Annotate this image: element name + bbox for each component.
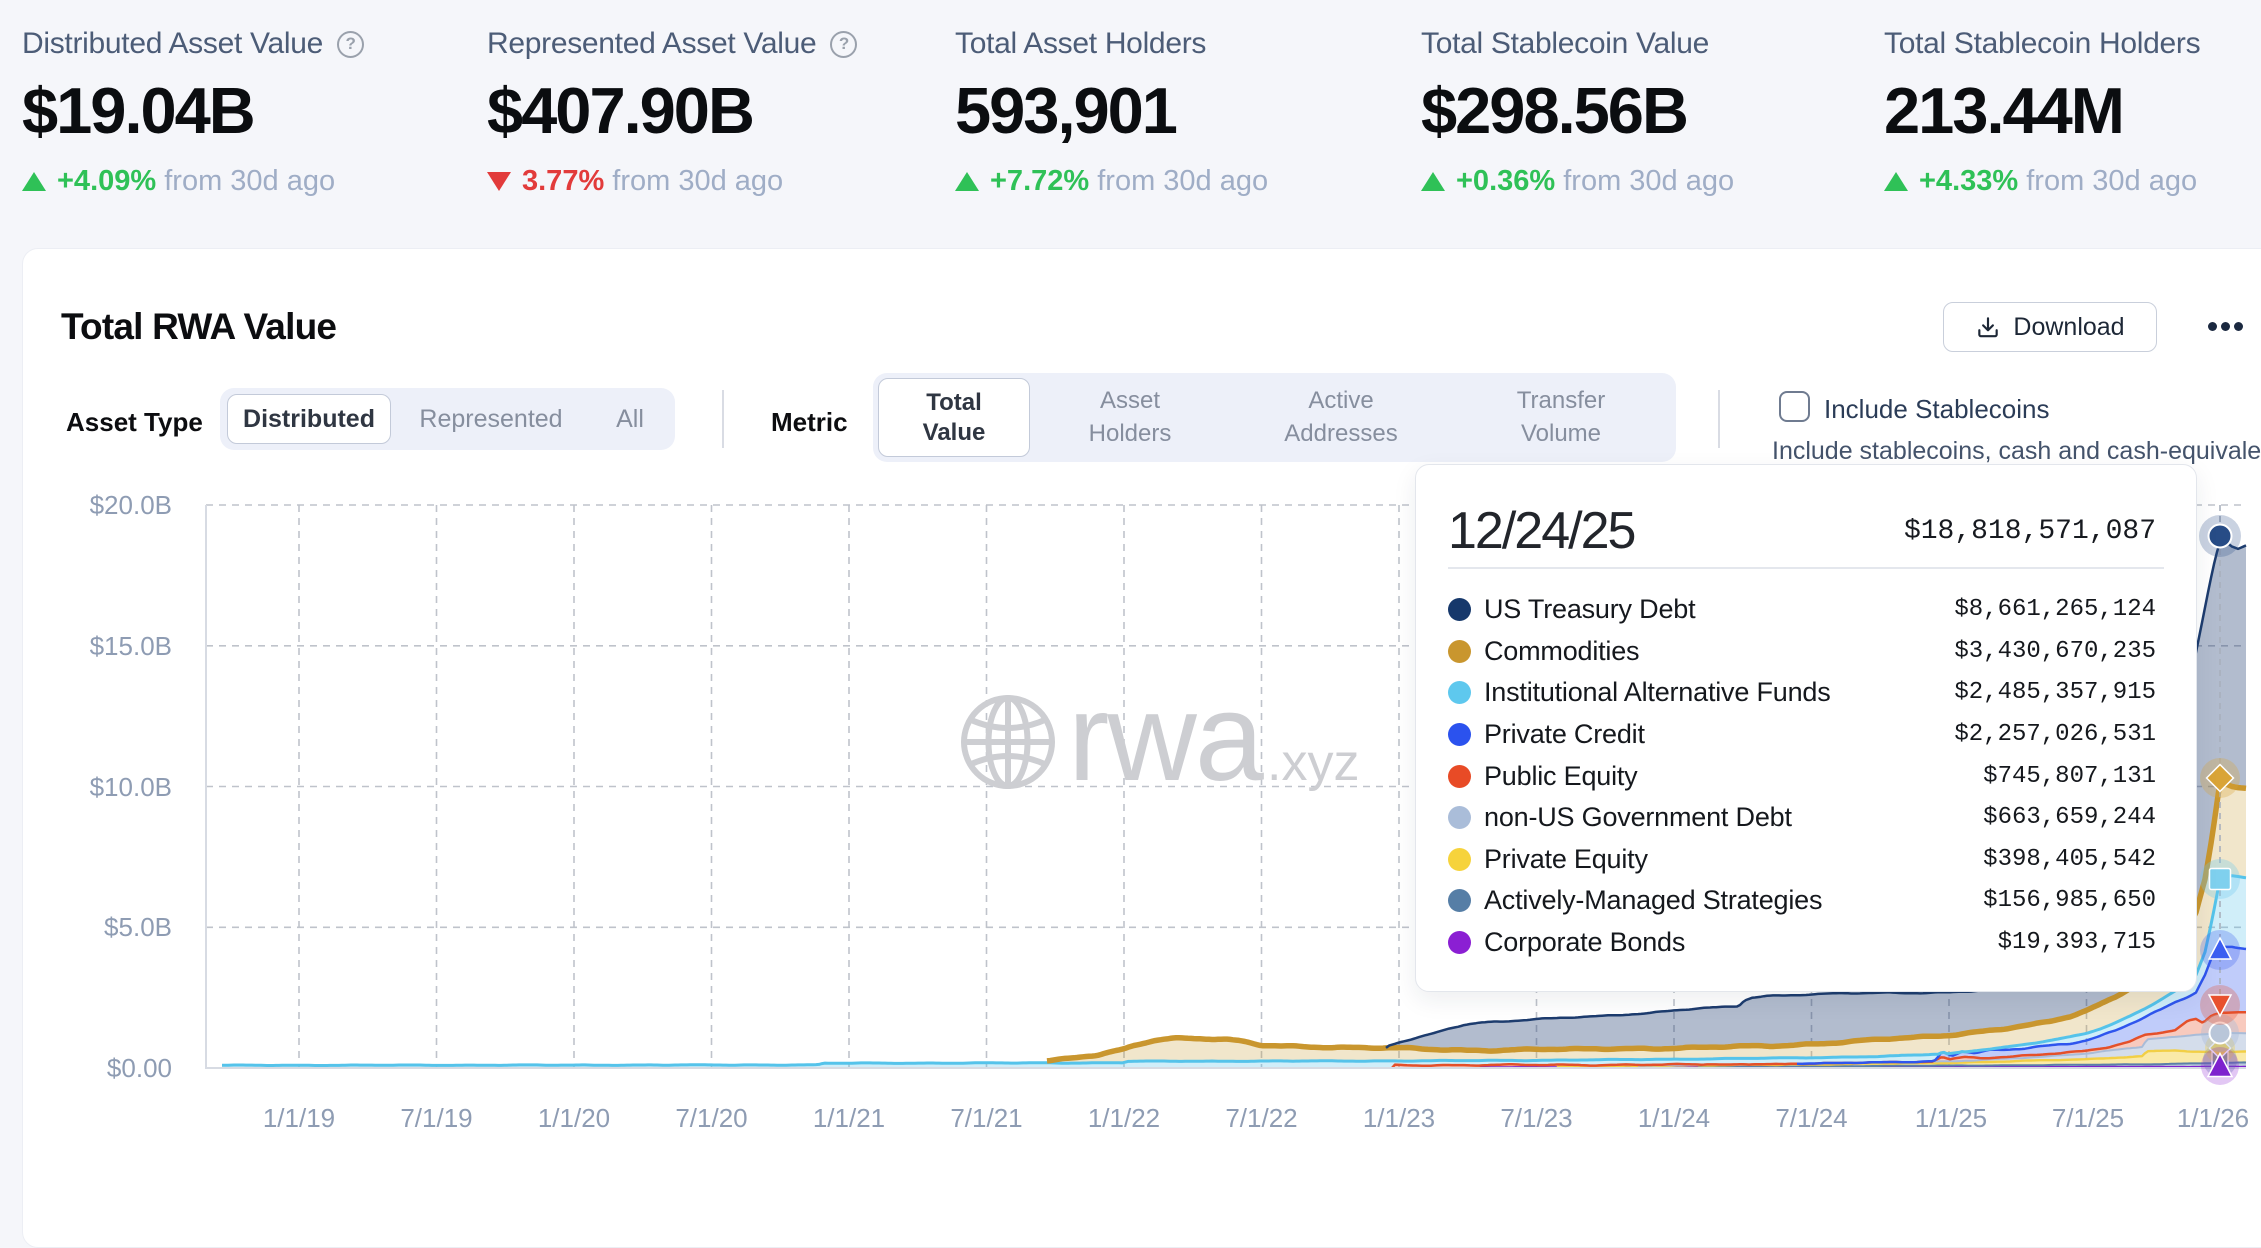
svg-text:.xyz: .xyz (1267, 734, 1359, 792)
svg-text:rwa: rwa (1068, 669, 1264, 807)
